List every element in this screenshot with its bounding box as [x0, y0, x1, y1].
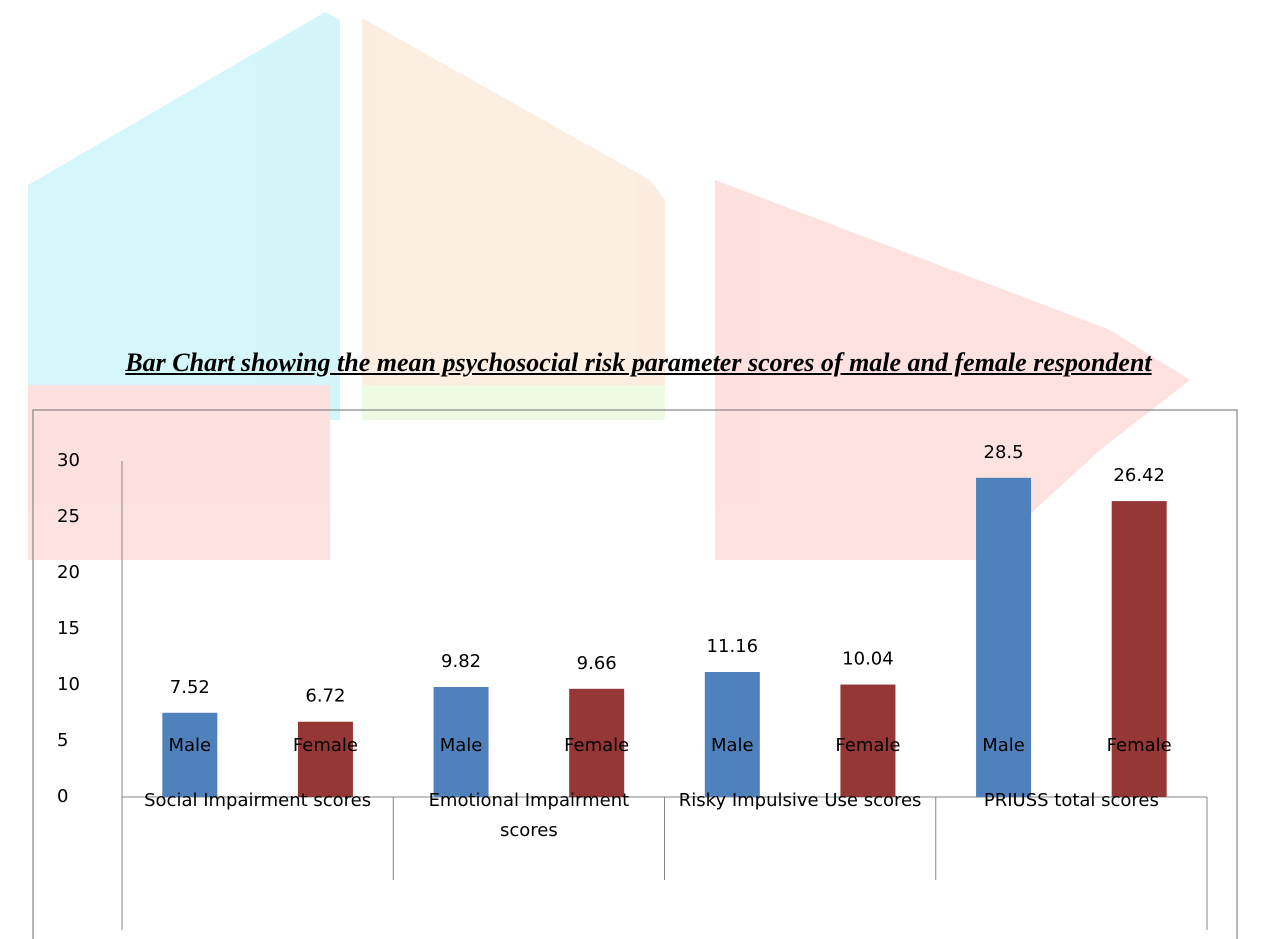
value-label: 10.04: [842, 649, 894, 670]
y-tick-label: 10: [57, 674, 80, 695]
x-tick-label: Female: [564, 735, 629, 756]
y-tick-label: 20: [57, 562, 80, 583]
x-tick-label: Male: [711, 735, 754, 756]
y-tick-label: 25: [57, 506, 80, 527]
y-tick-label: 30: [57, 450, 80, 471]
bar: [1111, 501, 1167, 797]
value-label: 9.66: [577, 653, 617, 674]
group-label: Risky Impulsive Use scores: [678, 790, 922, 811]
x-tick-label: Male: [982, 735, 1025, 756]
value-label: 26.42: [1113, 465, 1165, 486]
group-label: Emotional Impairment scores: [428, 790, 630, 841]
bar: [433, 687, 489, 797]
value-label: 6.72: [305, 686, 345, 707]
chart-border: [32, 409, 1238, 939]
value-label: 28.5: [984, 442, 1024, 463]
watermark: [28, 12, 1190, 560]
value-label: 9.82: [441, 651, 481, 672]
group-label: Social Impairment scores: [144, 790, 372, 811]
bar: [569, 688, 625, 797]
value-label: 7.52: [170, 677, 210, 698]
group-label: PRIUSS total scores: [983, 790, 1159, 811]
bar: [976, 477, 1032, 797]
bar: [297, 721, 353, 797]
y-tick-label: 5: [57, 730, 68, 751]
bar: [162, 712, 218, 797]
x-tick-label: Female: [835, 735, 900, 756]
chart-title: Bar Chart showing the mean psychosocial …: [125, 348, 1152, 377]
value-label: 11.16: [707, 636, 759, 657]
x-tick-label: Female: [1107, 735, 1172, 756]
x-tick-label: Female: [293, 735, 358, 756]
y-tick-label: 15: [57, 618, 80, 639]
x-tick-label: Male: [440, 735, 483, 756]
x-tick-label: Male: [168, 735, 211, 756]
bar: [704, 672, 760, 797]
bar: [840, 684, 896, 797]
y-tick-label: 0: [57, 786, 68, 807]
